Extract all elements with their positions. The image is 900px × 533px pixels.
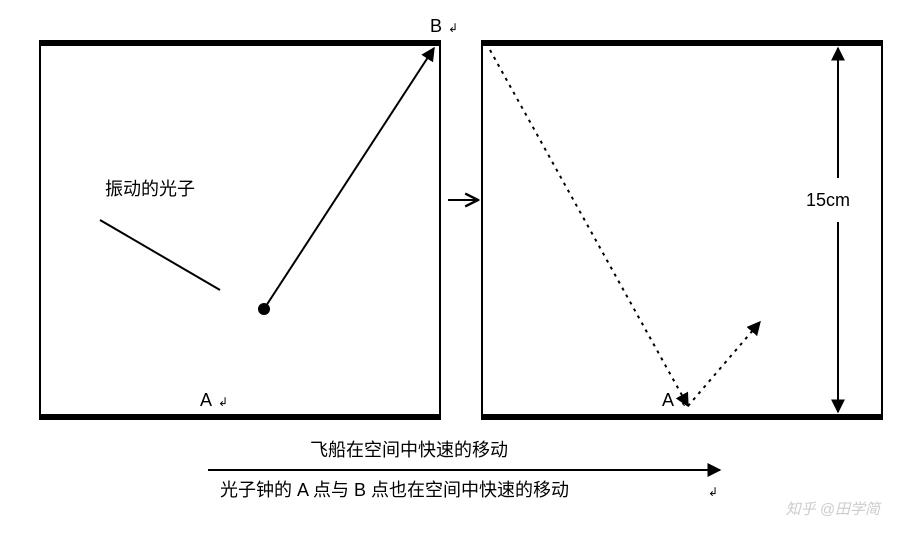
dim-label: 15cm [806, 190, 850, 210]
left-A-return-symbol: ↲ [218, 395, 228, 409]
right-A-label: A [662, 390, 674, 410]
dotted-path-up [688, 322, 760, 406]
dotted-path-down [490, 50, 688, 406]
caption-line2: 光子钟的 A 点与 B 点也在空间中快速的移动 [220, 480, 569, 500]
caption-line1: 飞船在空间中快速的移动 [310, 440, 508, 460]
right-A-return-symbol: ↲ [680, 395, 690, 409]
photon-pointer [100, 220, 220, 290]
B-return-symbol: ↲ [448, 21, 458, 35]
photon-path-arrow [264, 48, 434, 309]
photon-label: 振动的光子 [105, 179, 195, 199]
left-A-label: A [200, 390, 212, 410]
caption-return-symbol: ↲ [708, 485, 718, 499]
B-label: B [430, 16, 442, 36]
